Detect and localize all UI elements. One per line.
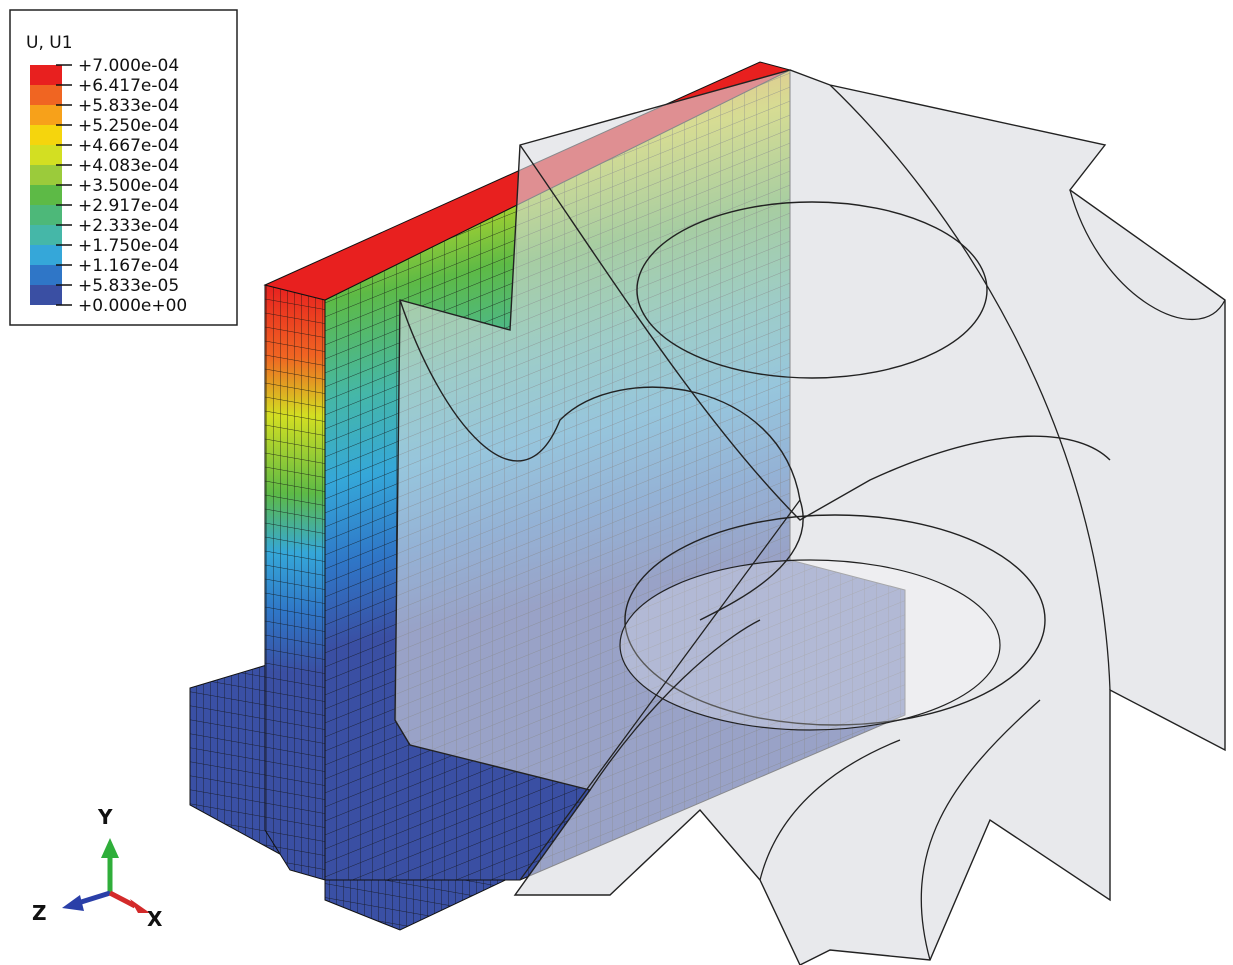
legend-label: +4.083e-04 — [78, 156, 179, 176]
legend-swatch — [30, 285, 62, 305]
model — [190, 62, 1225, 965]
triad-z-label: Z — [32, 901, 47, 925]
legend-title: U, U1 — [26, 33, 73, 53]
legend-swatch — [30, 205, 62, 225]
legend-label: +0.000e+00 — [78, 296, 187, 316]
legend-label: +2.917e-04 — [78, 196, 179, 216]
legend-label: +5.833e-04 — [78, 96, 179, 116]
legend-swatch — [30, 105, 62, 125]
wall-edge-mesh — [265, 285, 325, 880]
legend-swatch — [30, 265, 62, 285]
legend-label: +5.250e-04 — [78, 116, 179, 136]
legend-label: +7.000e-04 — [78, 56, 179, 76]
legend-swatch — [30, 85, 62, 105]
legend-swatch — [30, 245, 62, 265]
legend-label: +4.667e-04 — [78, 136, 179, 156]
legend-label: +1.167e-04 — [78, 256, 179, 276]
legend: U, U1 +7.000e-04+6.417e-04+5.833e-04+5.2… — [10, 10, 237, 325]
legend-label: +3.500e-04 — [78, 176, 179, 196]
legend-swatch — [30, 125, 62, 145]
legend-swatch — [30, 225, 62, 245]
viewport: U, U1 +7.000e-04+6.417e-04+5.833e-04+5.2… — [0, 0, 1233, 965]
legend-swatch — [30, 185, 62, 205]
y-axis-head — [101, 838, 119, 858]
legend-swatch — [30, 65, 62, 85]
legend-label: +2.333e-04 — [78, 216, 179, 236]
z-axis-arrow — [78, 893, 110, 903]
triad-y-label: Y — [97, 805, 113, 829]
axis-triad: Y Z X — [32, 805, 163, 931]
z-axis-head — [62, 895, 84, 911]
legend-label: +5.833e-05 — [78, 276, 179, 296]
hub-ring — [620, 560, 1000, 730]
legend-label: +1.750e-04 — [78, 236, 179, 256]
legend-label: +6.417e-04 — [78, 76, 179, 96]
legend-swatch — [30, 145, 62, 165]
triad-x-label: X — [147, 907, 163, 931]
legend-swatch — [30, 165, 62, 185]
x-axis-arrow — [110, 893, 135, 906]
